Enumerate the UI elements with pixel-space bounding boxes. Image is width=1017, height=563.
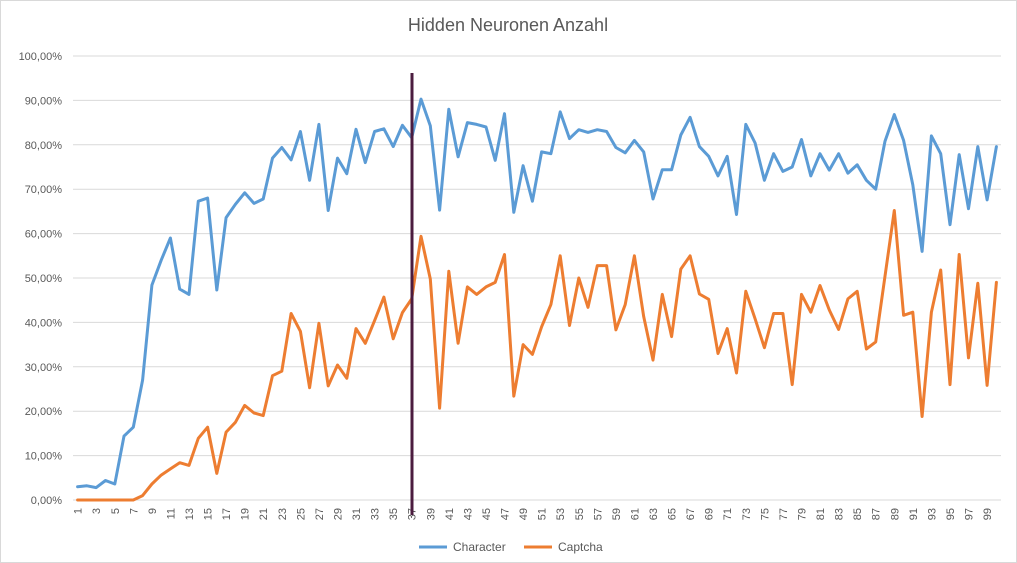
x-tick-label: 7 — [128, 508, 140, 514]
legend-label-captcha: Captcha — [558, 540, 603, 554]
x-tick-label: 85 — [852, 508, 864, 520]
y-tick-label: 40,00% — [25, 317, 63, 329]
gridlines — [73, 55, 1001, 501]
y-tick-label: 10,00% — [25, 451, 63, 463]
x-tick-label: 23 — [277, 508, 289, 520]
x-tick-label: 69 — [704, 508, 716, 520]
y-tick-label: 30,00% — [25, 362, 63, 374]
x-tick-label: 61 — [629, 508, 641, 520]
x-tick-label: 47 — [500, 508, 512, 520]
y-axis-tick-labels: 0,00% 10,00% 20,00% 30,00% 40,00% 50,00% 60,00… — [19, 51, 63, 507]
x-tick-label: 25 — [295, 508, 307, 520]
series-line-character — [76, 97, 998, 490]
x-tick-label: 1 — [73, 508, 85, 514]
series-lines — [76, 97, 998, 502]
x-tick-label: 51 — [537, 508, 549, 520]
x-tick-label: 95 — [945, 508, 957, 520]
x-tick-label: 49 — [518, 508, 530, 520]
x-tick-label: 9 — [147, 508, 159, 514]
x-tick-label: 83 — [834, 508, 846, 520]
x-tick-label: 35 — [388, 508, 400, 520]
x-tick-label: 41 — [444, 508, 456, 520]
x-axis-tick-labels: 1357911131517192123252729313335373941434… — [73, 508, 994, 520]
y-tick-label: 0,00% — [31, 495, 62, 507]
y-tick-label: 60,00% — [25, 229, 63, 241]
x-tick-label: 21 — [258, 508, 270, 520]
x-tick-label: 55 — [574, 508, 586, 520]
x-tick-label: 79 — [796, 508, 808, 520]
x-tick-label: 71 — [722, 508, 734, 520]
x-tick-label: 73 — [741, 508, 753, 520]
x-tick-label: 99 — [982, 508, 994, 520]
x-tick-label: 17 — [221, 508, 233, 520]
x-tick-label: 29 — [332, 508, 344, 520]
x-tick-label: 39 — [425, 508, 437, 520]
x-tick-label: 27 — [314, 508, 326, 520]
chart-title: Hidden Neuronen Anzahl — [408, 15, 608, 35]
x-tick-label: 57 — [592, 508, 604, 520]
x-tick-label: 59 — [611, 508, 623, 520]
x-tick-label: 33 — [370, 508, 382, 520]
x-tick-label: 45 — [481, 508, 493, 520]
x-tick-label: 11 — [165, 508, 177, 519]
x-tick-label: 31 — [351, 508, 363, 520]
x-tick-label: 43 — [462, 508, 474, 520]
series-line-captcha — [76, 209, 998, 502]
x-tick-label: 97 — [964, 508, 976, 520]
legend: Character Captcha — [419, 540, 603, 554]
legend-label-character: Character — [453, 540, 506, 554]
x-tick-label: 53 — [555, 508, 567, 520]
x-tick-label: 15 — [203, 508, 215, 520]
y-tick-label: 20,00% — [25, 406, 63, 418]
x-tick-label: 13 — [184, 508, 196, 520]
y-tick-label: 70,00% — [25, 184, 63, 196]
x-tick-label: 65 — [667, 508, 679, 520]
x-tick-label: 3 — [91, 508, 103, 514]
x-tick-label: 91 — [908, 508, 920, 520]
x-tick-label: 89 — [889, 508, 901, 520]
x-tick-label: 77 — [778, 508, 790, 520]
x-tick-label: 5 — [110, 508, 122, 514]
y-tick-label: 90,00% — [25, 95, 63, 107]
x-tick-label: 75 — [759, 508, 771, 520]
y-tick-label: 80,00% — [25, 140, 63, 152]
x-tick-label: 63 — [648, 508, 660, 520]
y-tick-label: 50,00% — [25, 273, 63, 285]
x-tick-label: 81 — [815, 508, 827, 520]
x-tick-label: 67 — [685, 508, 697, 520]
x-tick-label: 87 — [871, 508, 883, 520]
y-tick-label: 100,00% — [19, 51, 63, 63]
x-tick-label: 93 — [926, 508, 938, 520]
x-tick-label: 19 — [240, 508, 252, 520]
